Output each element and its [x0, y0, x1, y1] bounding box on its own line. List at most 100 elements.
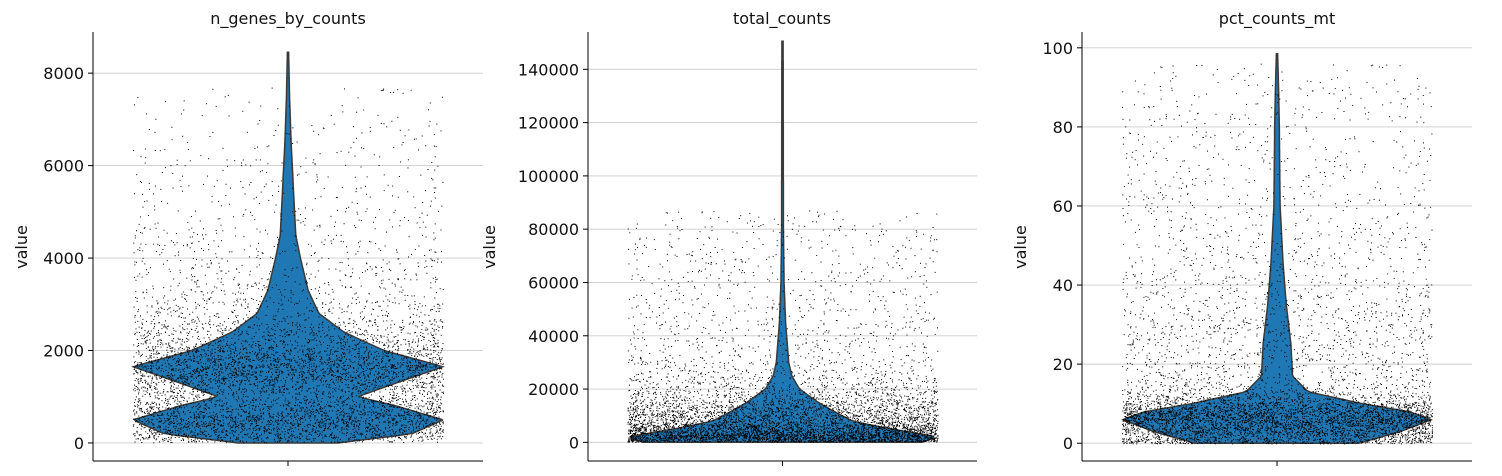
scatter-point [424, 365, 426, 367]
scatter-point [136, 365, 138, 367]
scatter-point [258, 203, 260, 204]
scatter-point [234, 417, 236, 418]
scatter-point [276, 374, 278, 376]
panel-pct-counts-mt: pct_counts_mt value [1011, 9, 1335, 269]
scatter-point [350, 407, 352, 409]
scatter-point [219, 437, 221, 439]
scatter-point [188, 185, 190, 187]
scatter-point [167, 313, 169, 315]
scatter-point [390, 406, 392, 408]
scatter-point [174, 351, 176, 353]
scatter-point [392, 364, 394, 366]
scatter-point [200, 434, 202, 436]
scatter-point [238, 271, 240, 273]
scatter-point [339, 326, 340, 328]
scatter-point [236, 300, 238, 302]
scatter-point [208, 330, 210, 332]
scatter-point [386, 126, 388, 128]
scatter-point [220, 409, 222, 411]
scatter-point [394, 377, 396, 379]
scatter-point [348, 398, 350, 400]
scatter-point [286, 331, 288, 333]
scatter-point [333, 365, 335, 367]
scatter-point [430, 258, 432, 260]
scatter-point [253, 393, 255, 395]
scatter-point [190, 439, 192, 441]
scatter-point [347, 384, 349, 386]
scatter-point [310, 357, 312, 359]
scatter-point [335, 387, 337, 389]
scatter-point [315, 163, 317, 165]
scatter-point [256, 425, 257, 427]
scatter-point [190, 288, 192, 290]
scatter-point [207, 292, 209, 294]
scatter-point [317, 270, 319, 272]
scatter-point [177, 393, 179, 394]
scatter-point [245, 434, 247, 436]
scatter-point [158, 366, 160, 368]
scatter-point [316, 397, 318, 399]
scatter-point [192, 389, 194, 390]
scatter-point [416, 411, 418, 413]
scatter-point [373, 309, 375, 311]
scatter-point [263, 331, 265, 333]
scatter-point [360, 372, 362, 374]
scatter-point [318, 323, 320, 325]
scatter-point [147, 438, 149, 440]
scatter-point [173, 330, 175, 332]
scatter-point [342, 390, 344, 392]
scatter-point [154, 387, 156, 389]
scatter-point [183, 360, 185, 362]
scatter-point [385, 399, 387, 401]
scatter-point [342, 362, 344, 364]
scatter-point [180, 428, 182, 430]
scatter-point [380, 280, 382, 282]
scatter-point [218, 431, 220, 433]
scatter-point [196, 322, 198, 324]
scatter-point [204, 401, 206, 403]
scatter-point [387, 440, 389, 442]
scatter-point [268, 348, 270, 350]
scatter-point [164, 326, 166, 328]
scatter-point [398, 413, 400, 415]
scatter-point [304, 224, 306, 226]
scatter-point [203, 328, 204, 330]
scatter-point [258, 429, 260, 431]
scatter-point [339, 431, 341, 433]
scatter-point [179, 346, 181, 348]
scatter-point [226, 159, 228, 161]
scatter-point [204, 300, 205, 302]
scatter-point [319, 408, 321, 410]
scatter-point [191, 268, 193, 270]
scatter-point [159, 404, 161, 406]
scatter-point [421, 329, 423, 331]
scatter-point [328, 435, 330, 437]
scatter-point [241, 403, 243, 405]
scatter-point [419, 415, 421, 417]
scatter-point [232, 322, 234, 324]
scatter-point [184, 413, 186, 415]
scatter-point [265, 400, 267, 402]
scatter-point [278, 434, 280, 436]
scatter-point [231, 389, 232, 391]
scatter-point [188, 418, 189, 420]
scatter-point [157, 302, 159, 304]
scatter-point [403, 401, 404, 403]
scatter-point [371, 368, 372, 369]
scatter-point [389, 268, 390, 270]
scatter-point [140, 410, 142, 412]
scatter-point [407, 411, 409, 413]
scatter-point [284, 269, 286, 271]
scatter-point [386, 369, 388, 371]
scatter-point [188, 323, 190, 325]
scatter-point [433, 412, 435, 414]
scatter-point [163, 391, 165, 392]
scatter-point [307, 399, 308, 401]
scatter-point [257, 254, 259, 256]
scatter-point [274, 337, 276, 339]
scatter-point [153, 429, 155, 431]
scatter-point [394, 389, 396, 391]
scatter-point [260, 361, 262, 363]
scatter-point [170, 285, 172, 287]
